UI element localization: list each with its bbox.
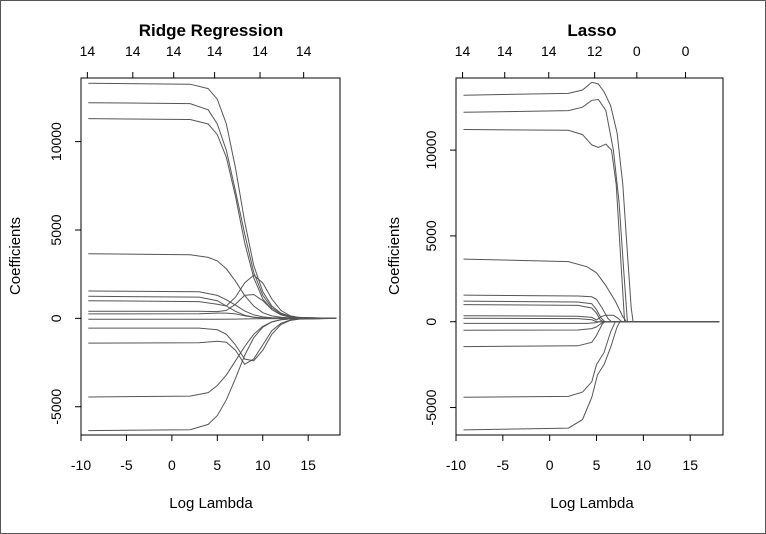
ridge-coef-path xyxy=(88,274,337,319)
lasso-coef-path xyxy=(463,317,720,323)
ridge-top-tick-label: 14 xyxy=(252,43,268,59)
lasso-x-tick-label: -10 xyxy=(446,457,466,473)
lasso-top-tick-label: 0 xyxy=(633,43,641,59)
ridge-coef-path xyxy=(88,317,337,320)
lasso-top-tick-label: 12 xyxy=(587,43,603,59)
lasso-x-tick-label: 10 xyxy=(636,457,652,473)
lasso-x-tick-label: 15 xyxy=(682,457,698,473)
ridge-marks: -10 -5 0 5 10 15 14 14 14 14 14 14 -5000 0 5000 10000 xyxy=(48,43,337,473)
lasso-coef-path xyxy=(463,98,720,323)
ridge-y-axis-label: Coefficients xyxy=(7,217,24,295)
lasso-coef-path xyxy=(463,304,720,323)
lasso-y-tick-label: 0 xyxy=(423,318,439,326)
ridge-x-tick-label: 15 xyxy=(300,457,316,473)
ridge-x-axis-label: Log Lambda xyxy=(169,495,253,512)
ridge-top-tick-label: 14 xyxy=(166,43,182,59)
ridge-coef-path xyxy=(88,317,337,398)
ridge-title: Ridge Regression xyxy=(139,21,284,40)
lasso-coef-path xyxy=(463,321,720,331)
ridge-coef-path xyxy=(88,253,337,319)
lasso-coef-path xyxy=(463,321,720,348)
ridge-coef-path xyxy=(88,312,337,319)
lasso-plot-box xyxy=(455,77,724,436)
lasso-coef-path xyxy=(463,129,720,323)
ridge-y-tick-label: 5000 xyxy=(48,214,64,245)
lasso-coef-path xyxy=(463,81,720,323)
lasso-coef-path xyxy=(463,294,720,323)
ridge-plot-box xyxy=(80,77,341,436)
ridge-coef-path xyxy=(88,317,337,362)
ridge-y-tick-label: 10000 xyxy=(48,122,64,161)
ridge-coef-path xyxy=(88,295,337,319)
ridge-x-tick-label: 0 xyxy=(168,457,176,473)
lasso-coef-path xyxy=(463,321,720,431)
ridge-x-tick-label: 10 xyxy=(255,457,271,473)
lasso-coef-path xyxy=(463,314,720,323)
lasso-x-tick-label: -5 xyxy=(497,457,510,473)
lasso-coef-path xyxy=(463,258,720,323)
ridge-x-tick-label: -10 xyxy=(71,457,91,473)
lasso-y-tick-label: 5000 xyxy=(423,220,439,251)
ridge-x-tick-label: -5 xyxy=(120,457,133,473)
lasso-top-tick-label: 14 xyxy=(455,43,471,59)
ridge-top-tick-label: 14 xyxy=(80,43,96,59)
ridge-y-tick-label: 0 xyxy=(48,314,64,322)
ridge-coef-path xyxy=(88,293,337,319)
lasso-y-tick-label: 10000 xyxy=(423,130,439,169)
lasso-top-tick-label: 14 xyxy=(541,43,557,59)
lasso-top-tick-label: 0 xyxy=(682,43,690,59)
ridge-top-tick-label: 14 xyxy=(207,43,223,59)
lasso-x-tick-label: 0 xyxy=(546,457,554,473)
lasso-panel: Lasso Log Lambda Coefficients -10 -5 0 5 10 1… xyxy=(386,21,724,512)
lasso-title: Lasso xyxy=(567,21,616,40)
ridge-coef-path xyxy=(88,102,337,319)
lasso-y-tick-label: -5000 xyxy=(423,389,439,425)
ridge-x-tick-label: 5 xyxy=(213,457,221,473)
lasso-coef-path xyxy=(463,321,720,398)
ridge-top-tick-label: 14 xyxy=(296,43,312,59)
lasso-marks: -10 -5 0 5 10 15 14 14 14 12 0 0 -5000 0 5000 10000 xyxy=(423,43,720,473)
lasso-x-tick-label: 5 xyxy=(593,457,601,473)
ridge-panel: Ridge Regression Log Lambda Coefficients… xyxy=(7,21,341,512)
lasso-y-axis-label: Coefficients xyxy=(386,217,403,295)
ridge-top-tick-label: 14 xyxy=(125,43,141,59)
lasso-x-axis-label: Log Lambda xyxy=(550,495,634,512)
ridge-coef-path xyxy=(88,317,337,432)
ridge-coef-path xyxy=(88,118,337,319)
lasso-top-tick-label: 14 xyxy=(497,43,513,59)
ridge-y-tick-label: -5000 xyxy=(48,389,64,425)
ridge-coef-path xyxy=(88,317,337,365)
